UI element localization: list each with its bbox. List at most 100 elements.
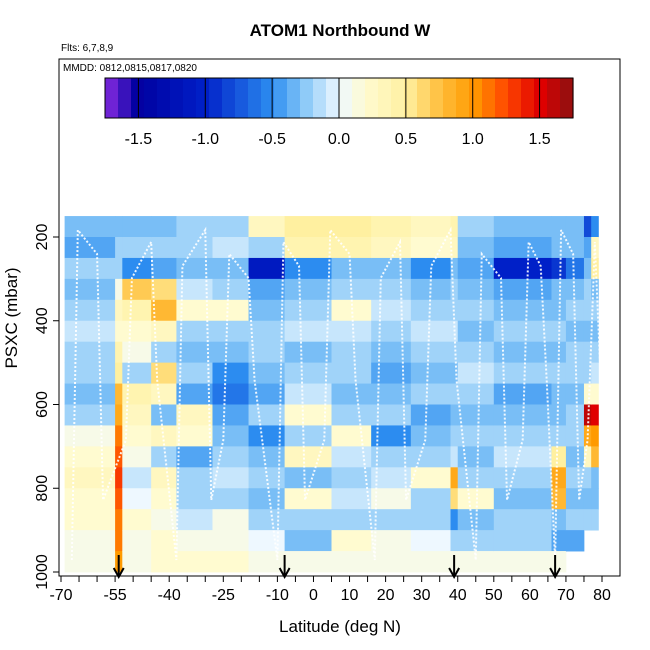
heatmap-cell bbox=[410, 383, 451, 405]
colorbar-segment bbox=[560, 78, 574, 118]
x-tick-label: -55 bbox=[104, 587, 127, 604]
heatmap-cell bbox=[122, 216, 152, 238]
heatmap-cell bbox=[122, 509, 152, 531]
heatmap-cell bbox=[410, 362, 451, 384]
heatmap-cell bbox=[565, 362, 585, 384]
heatmap-cell bbox=[64, 467, 116, 489]
heatmap-cell bbox=[284, 299, 332, 322]
heatmap-cell bbox=[115, 530, 123, 552]
heatmap-cell bbox=[151, 488, 177, 510]
heatmap-cell bbox=[331, 257, 372, 280]
heatmap-cell bbox=[410, 216, 451, 238]
heatmap-cell bbox=[331, 216, 372, 238]
flights-label: Flts: 6,7,8,9 bbox=[61, 43, 114, 54]
x-tick-label: -40 bbox=[158, 587, 181, 604]
heatmap-cell bbox=[583, 237, 592, 259]
heatmap-cell bbox=[284, 383, 332, 405]
heatmap-cell bbox=[64, 237, 116, 259]
colorbar-segment bbox=[521, 78, 535, 118]
heatmap-cell bbox=[457, 299, 495, 322]
heatmap-cell bbox=[450, 446, 459, 468]
heatmap-cell bbox=[248, 362, 286, 384]
heatmap-cell bbox=[493, 383, 552, 405]
heatmap-cell bbox=[284, 278, 332, 301]
heatmap-cell bbox=[371, 404, 412, 426]
heatmap-cell bbox=[583, 341, 592, 364]
profile-arrow bbox=[448, 555, 461, 580]
heatmap-cell bbox=[551, 446, 567, 468]
heatmap-cell bbox=[151, 530, 177, 552]
colorbar-segment bbox=[456, 78, 470, 118]
heatmap-cell bbox=[551, 362, 567, 384]
heatmap-cell bbox=[410, 237, 451, 259]
heatmap-cell bbox=[551, 278, 567, 301]
heatmap-cell bbox=[248, 257, 286, 280]
heatmap-cell bbox=[450, 530, 459, 552]
heatmap-cell bbox=[331, 509, 372, 531]
heatmap-cell bbox=[212, 551, 249, 573]
heatmap-cell bbox=[450, 341, 459, 364]
heatmap-cell bbox=[151, 362, 177, 384]
heatmap-cell bbox=[115, 425, 123, 447]
heatmap-cell bbox=[457, 237, 495, 259]
heatmap-cell bbox=[493, 257, 552, 280]
heatmap-cell bbox=[457, 404, 495, 426]
heatmap-cell bbox=[212, 257, 249, 280]
heatmap-cell bbox=[591, 237, 599, 259]
colorbar-segment bbox=[508, 78, 522, 118]
heatmap-cell bbox=[565, 341, 585, 364]
heatmap-cell bbox=[493, 341, 552, 364]
heatmap-cell bbox=[371, 425, 412, 447]
heatmap-cell bbox=[115, 320, 123, 343]
heatmap-cell bbox=[176, 362, 213, 384]
heatmap-cell bbox=[212, 278, 249, 301]
heatmap-cell bbox=[212, 341, 249, 364]
heatmap-cell bbox=[410, 488, 451, 510]
heatmap-cell bbox=[151, 341, 177, 364]
colorbar-segment bbox=[404, 78, 418, 118]
heatmap-cell bbox=[151, 278, 177, 301]
heatmap-cell bbox=[122, 404, 152, 426]
heatmap-cell bbox=[591, 341, 599, 364]
heatmap-cell bbox=[457, 509, 495, 531]
colorbar-segment bbox=[300, 78, 314, 118]
heatmap-cell bbox=[450, 216, 459, 238]
heatmap-cell bbox=[122, 467, 152, 489]
heatmap-cell bbox=[410, 404, 451, 426]
heatmap-cell bbox=[212, 383, 249, 405]
heatmap-cell bbox=[565, 530, 585, 552]
heatmap-cell bbox=[115, 299, 123, 322]
x-tick-label: 10 bbox=[341, 587, 359, 604]
heatmap-cell bbox=[64, 425, 116, 447]
heatmap-cell bbox=[115, 216, 123, 238]
colorbar-segment bbox=[274, 78, 288, 118]
heatmap-cell bbox=[591, 320, 599, 343]
heatmap-cell bbox=[284, 404, 332, 426]
heatmap-cell bbox=[551, 257, 567, 280]
heatmap-cell bbox=[450, 383, 459, 405]
heatmap-cell bbox=[115, 341, 123, 364]
heatmap-cell bbox=[450, 278, 459, 301]
heatmap-cell bbox=[450, 257, 459, 280]
colorbar-segment bbox=[417, 78, 431, 118]
heatmap-cell bbox=[248, 551, 286, 573]
colorbar-tick-label: 1.0 bbox=[462, 131, 484, 148]
profile-arrow bbox=[112, 555, 125, 580]
heatmap-cell bbox=[493, 467, 552, 489]
heatmap-cell bbox=[248, 299, 286, 322]
colorbar bbox=[104, 77, 574, 119]
heatmap-cell bbox=[410, 467, 451, 489]
heatmap-cell bbox=[371, 530, 412, 552]
heatmap-cell bbox=[248, 404, 286, 426]
heatmap-cell bbox=[565, 509, 585, 531]
heatmap-cell bbox=[583, 467, 592, 489]
heatmap-cell bbox=[591, 216, 599, 238]
colorbar-segment bbox=[144, 78, 158, 118]
heatmap-cell bbox=[493, 551, 552, 573]
heatmap-cell bbox=[591, 299, 599, 322]
profile-arrow bbox=[549, 555, 561, 580]
y-axis: 200 400 600 800 1000 bbox=[34, 224, 59, 590]
x-tick-label: 60 bbox=[521, 587, 539, 604]
heatmap-cell bbox=[64, 530, 116, 552]
colorbar-segment bbox=[326, 78, 340, 118]
